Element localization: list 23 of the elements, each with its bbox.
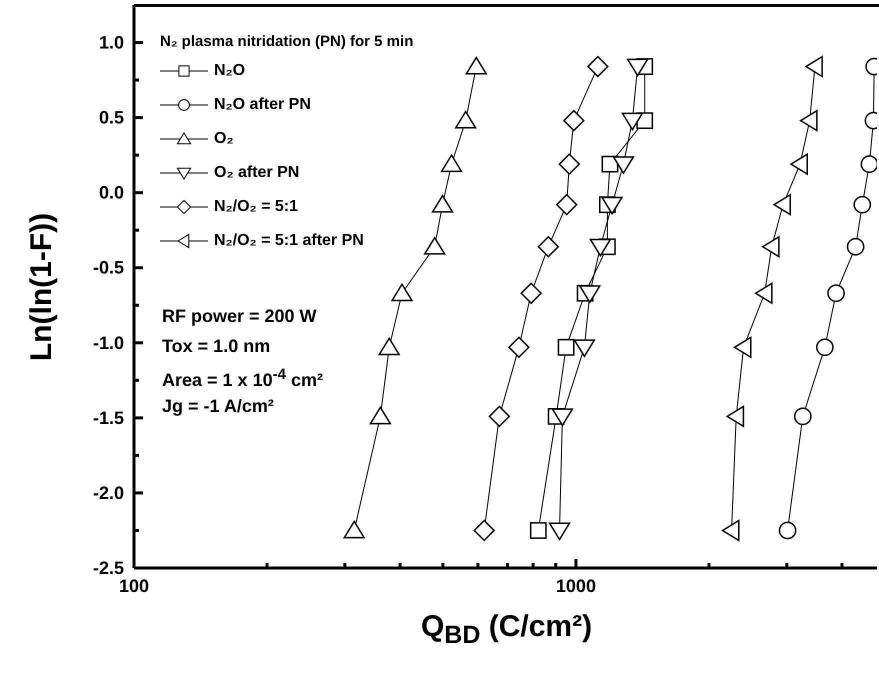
- legend-label: O₂ after PN: [214, 164, 300, 182]
- legend-title: N₂ plasma nitridation (PN) for 5 min: [160, 33, 414, 50]
- y-tick-label: 0.0: [98, 182, 124, 203]
- y-tick-label: 1.0: [98, 32, 124, 53]
- annotation: Tox = 1.0 nm: [162, 336, 270, 358]
- y-tick-label: -0.5: [92, 258, 124, 278]
- annotation: Area = 1 x 10$^{-4}$ cm²: [162, 366, 323, 392]
- annotation: RF power = 200 W: [162, 306, 317, 328]
- legend-label: N₂/O₂ = 5:1: [214, 198, 298, 216]
- y-tick-label: -2.0: [92, 482, 124, 503]
- legend-label: N₂/O₂ = 5:1 after PN: [214, 232, 364, 250]
- y-tick-label: 0.5: [98, 108, 124, 128]
- y-axis-title: Ln(ln(1-F)): [25, 212, 59, 361]
- x-axis-title: Q$_{BD}$ (C/cm²): [420, 610, 594, 650]
- y-tick-label: -1.0: [92, 332, 124, 353]
- x-tick-label: 100: [118, 576, 150, 596]
- x-tick-label: 1000: [556, 576, 596, 596]
- legend-label: N₂O after PN: [214, 96, 311, 114]
- legend-label: O₂: [214, 130, 234, 148]
- annotation: Jg = -1 A/cm²: [162, 396, 274, 418]
- y-tick-label: -1.5: [92, 408, 124, 428]
- legend-label: N₂O: [214, 62, 246, 80]
- y-tick-label: -2.5: [92, 558, 124, 578]
